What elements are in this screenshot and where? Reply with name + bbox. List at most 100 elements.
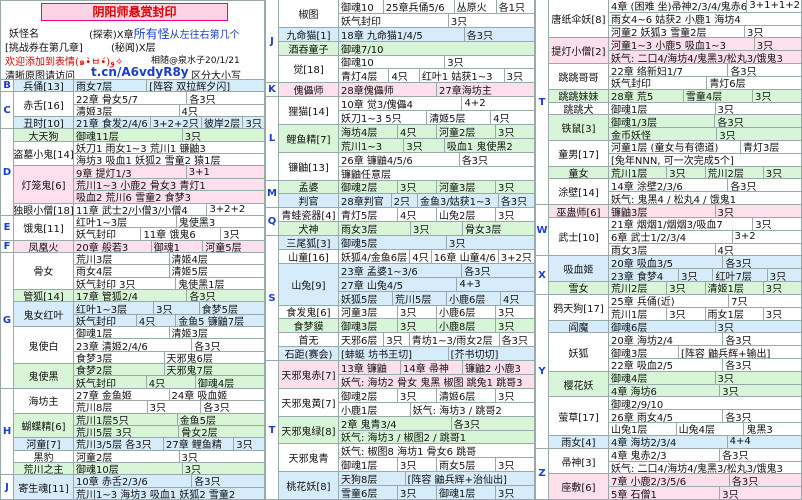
monster-name: 镰鼬[13] [279, 152, 339, 181]
location-cell: [芥书切切] [448, 347, 535, 362]
location-cell: 各3只 [187, 92, 265, 105]
location-row: 妖气: 二口4/海坊4/鬼黑3/松丸3/饿鬼3 [609, 461, 802, 475]
location-cell: 雨女1层 [705, 307, 764, 321]
location-row: 6章 武士1/2/3/4 3+2 [609, 230, 802, 244]
monster-name: 荒川之主 [14, 462, 74, 476]
location-row: 14章 涂壁2/3/6 各3只 [609, 179, 802, 193]
monster-name: 孟婆 [279, 180, 339, 195]
location-cell: 御魂2层 [339, 180, 398, 195]
location-row: 27章 山兔4/5 4+3 [339, 277, 535, 292]
legend-order: 从左往右第几个 [169, 30, 240, 41]
group-letter: H [0, 388, 14, 476]
location-cell: 各3只 [723, 410, 802, 424]
case: 区分大小写 [191, 71, 241, 80]
location-cell: 10章 赤舌2/3/6 [74, 475, 193, 488]
location-row: 雨女4层 清姬5层 [74, 265, 265, 278]
location-row: 海坊4层 4只 河童2层 3只 [339, 125, 535, 139]
title: 阴阳师悬赏封印 [41, 3, 228, 21]
monster-name: 鲤鱼精[7] [279, 125, 339, 153]
monster-name: 蝴蝶精[6] [14, 413, 74, 439]
location-row: 河童1~3 小鹿5 吸血1~3 3只 [609, 38, 802, 52]
location-cell: 3+2+2 [207, 203, 265, 216]
location-row: 御魂3层 [阵容 鼬兵辉+输出] [609, 346, 802, 359]
monster-name: 大天狗 [14, 129, 74, 142]
location-row: 雨女3层 3只 骨女3层 [339, 222, 535, 237]
location-cell: 清姬5层 [169, 265, 265, 278]
group-letter: T [265, 361, 279, 500]
location-cell: 河童2 妖狐3 雪童2层 [609, 25, 746, 39]
location-cell: 小鹿1层 [339, 402, 411, 417]
location-row: 天狗8层 [阵容 鼬兵辉+治仙出] [339, 472, 535, 487]
location-cell: 3只 [404, 138, 445, 153]
location-cell: 4只 [398, 208, 437, 223]
monster-name: 跳跳犬 [549, 102, 609, 116]
location-cell: 荒川2层 [609, 282, 668, 295]
location-cell: 4只 [491, 111, 535, 125]
location-cell: 天邪鬼7层 [164, 364, 265, 377]
location-cell: 河童1~3 小鹿5 吸血1~3 [609, 38, 755, 52]
location-cell: 20章 海坊2/4 [609, 333, 724, 347]
location-cell: 16章 山童4/6 [431, 250, 499, 264]
legend-secret: (秘闻)X层 [111, 43, 156, 54]
location-cell: 河童3层 [437, 180, 496, 195]
monster-name: 桃花妖[8] [279, 472, 339, 500]
location-cell: 御魂1 [151, 240, 204, 253]
monster-name: 九命猫[1] [279, 27, 339, 42]
monster-name: 酒吞童子 [279, 41, 339, 56]
monster-name: 椒图 [279, 0, 339, 28]
location-cell: 11章 武士2/小僧3/小僧4 [74, 203, 208, 216]
location-cell: 3只 [763, 307, 802, 321]
monster-name: 武士[10] [549, 217, 609, 257]
location-row: 4章 海坊2/3/4 4+4 [609, 435, 802, 449]
location-cell: 3只 [504, 69, 535, 84]
location-cell: 河童2层 [74, 450, 180, 463]
monster-name: 天邪鬼青 [279, 444, 339, 473]
location-cell: 吸血2 荒川6 雪童2 食梦3 [74, 191, 265, 204]
group-letter: G [0, 252, 14, 389]
location-cell: 4只 [179, 104, 265, 118]
monster-name: 黑豹 [14, 450, 74, 463]
location-cell: 清姬1层 [705, 282, 764, 295]
location-row: 10章 觉3/傀儡4 4+2 [339, 97, 535, 112]
location-cell: [蚌蜓 坊书王切] [339, 347, 449, 362]
location-cell: 3只 [496, 388, 535, 403]
location-cell: 3只 [720, 487, 802, 500]
location-cell: 清姬3层 [169, 327, 265, 340]
monster-name: 管狐[14] [14, 290, 74, 303]
location-row: 13章 镰鼬 14章 帚神 镰鼬2 小鹿3 [339, 361, 535, 375]
location-cell: 各3只 [464, 27, 535, 42]
location-row: [蚌蜓 坊书王切] [芥书切切] [339, 347, 535, 362]
location-cell: 14章 涂壁2/3/6 [609, 179, 729, 193]
location-row: 金币妖怪 3只 [609, 128, 802, 142]
location-cell: 御魂4层 [609, 371, 716, 385]
location-row: 22章 络新妇1/7 各3只 [609, 64, 802, 77]
location-cell: [阵容 鼬兵辉+输出] [679, 346, 802, 359]
location-cell: 2章 鬼青3/4 [339, 416, 452, 431]
location-cell: 3只 [147, 401, 202, 414]
location-cell: 妖刀1~3 5只 [339, 111, 428, 125]
author: 相随@泉水子20/1/21 [151, 56, 240, 66]
location-row: 荒川2层 3只 清姬1层 3只 [609, 282, 802, 295]
location-cell: 海坊4层 [339, 125, 398, 139]
location-cell: 御魂11层 [74, 129, 183, 142]
monster-name: 雨女[4] [549, 435, 609, 449]
location-cell: 4只 [501, 291, 535, 306]
location-cell: 御魂3层 [339, 319, 398, 334]
location-cell: 妖气: 海坊3 / 椒图2 / 跳哥1 [339, 430, 535, 445]
location-cell: 清姬5层 [427, 111, 492, 125]
location-cell: 青灯6层 [707, 76, 802, 90]
location-cell: 金币妖怪 [609, 128, 718, 142]
location-cell: 26章 镰鼬4/5/6 [339, 152, 460, 167]
location-row: [兔年NNN, 可一次完成5个] [609, 153, 802, 167]
monster-name: 天邪鬼绿[8] [279, 416, 339, 445]
location-row: 雨女4~6 姑获2 小鹿1 海坊4 [609, 12, 802, 26]
header: 阴阳师悬赏封印 妖怪名 (探索)X章所有怪从左往右第几个 [挑战券在第几章] (… [0, 0, 265, 80]
location-cell: 红叶1~3层 [74, 302, 155, 315]
location-cell: 4章 鬼赤2/3 [609, 448, 721, 462]
location-cell: 3只 [384, 333, 410, 348]
location-row: 荒川1~3 海坊3 吸血1 妖狐2 雪童2 [74, 487, 265, 500]
location-row: 妖狐4/金鱼6层 4只 16章 山童4/6 3+2只 [339, 250, 535, 264]
location-row: 荒川1层 3只 荒川2层 3只 [609, 166, 802, 180]
location-cell: [阵容 双拉辉夕闪] [147, 80, 265, 93]
